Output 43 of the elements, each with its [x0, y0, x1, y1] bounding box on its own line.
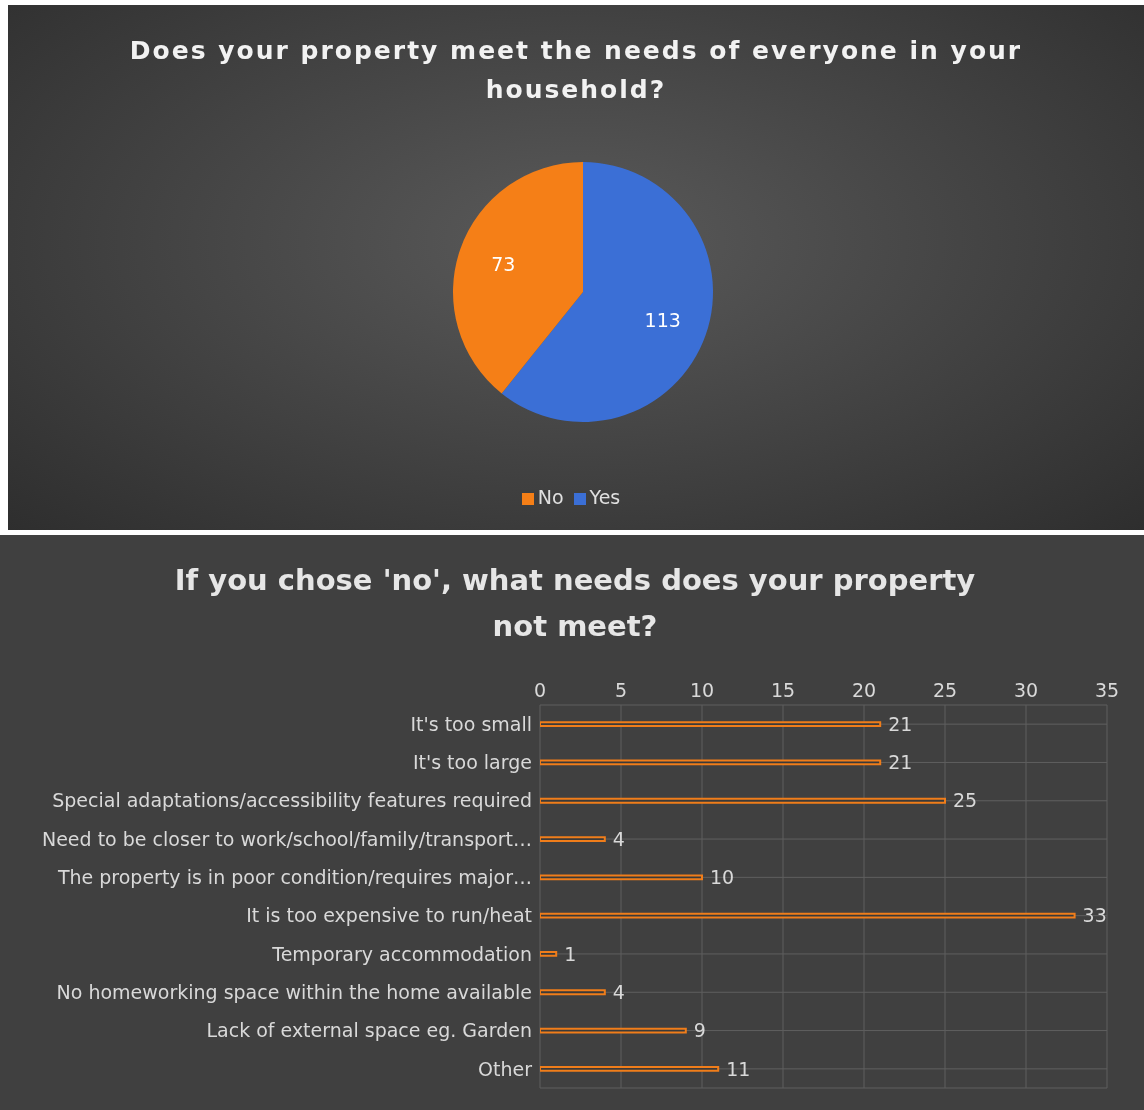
y-tick-label: The property is in poor condition/requires major…: [56, 866, 532, 889]
bar: [540, 951, 558, 957]
y-tick-label: It's too small: [410, 712, 532, 735]
x-tick-label: 25: [932, 679, 958, 701]
x-tick-label: 0: [533, 679, 547, 701]
chart-title: If you chose 'no', what needs does your property not meet?: [173, 562, 977, 645]
x-tick-label: 35: [1094, 679, 1120, 701]
y-tick-label: Other: [478, 1057, 533, 1080]
x-tick-label: 10: [689, 679, 715, 701]
legend-label: Yes: [589, 486, 621, 508]
x-tick-label: 5: [614, 679, 628, 701]
data-label: 9: [693, 1019, 706, 1042]
chart-title: Does your property meet the needs of everyone in your household?: [128, 35, 1024, 106]
bar: [540, 836, 606, 842]
y-tick-label: No homeworking space within the home available: [56, 980, 532, 1003]
bar: [540, 797, 946, 804]
y-tick-label: Lack of external space eg. Garden: [206, 1019, 532, 1042]
data-label: 1: [564, 942, 577, 965]
x-tick-label: 30: [1013, 679, 1039, 701]
data-label: 11: [726, 1057, 751, 1080]
y-tick-label: Special adaptations/accessibility features required: [52, 789, 532, 812]
y-tick-label: It is too expensive to run/heat: [246, 904, 532, 927]
data-label: 4: [612, 827, 625, 850]
x-tick-label: 15: [770, 679, 796, 701]
data-label: 33: [1082, 904, 1107, 927]
y-tick-label: Need to be closer to work/school/family/transport…: [41, 827, 532, 850]
y-tick-label: Temporary accommodation: [271, 942, 532, 965]
bar: [540, 912, 1076, 919]
data-label: 113: [644, 309, 681, 331]
pie-slice: [453, 162, 583, 394]
data-label: 21: [888, 712, 913, 735]
data-label: 21: [888, 751, 913, 774]
data-label: 73: [491, 253, 516, 275]
bar: [540, 1065, 720, 1072]
data-label: 25: [953, 789, 978, 812]
data-label: 4: [612, 980, 625, 1003]
data-label: 10: [710, 866, 735, 889]
y-tick-label: It's too large: [412, 751, 532, 774]
bar: [540, 721, 882, 728]
x-tick-label: 20: [851, 679, 877, 701]
bar: [540, 989, 606, 996]
legend-label: No: [537, 486, 564, 508]
bar: [540, 874, 703, 881]
